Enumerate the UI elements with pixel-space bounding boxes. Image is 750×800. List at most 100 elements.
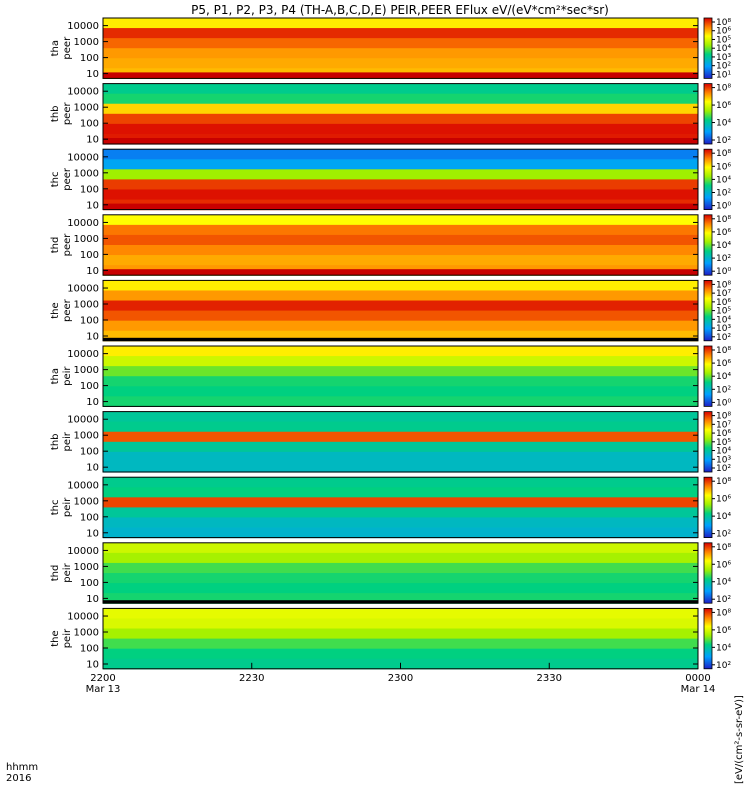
y-tick-label: 10000	[67, 284, 99, 295]
y-tick-label: 10000	[67, 612, 99, 623]
spectrogram-band	[103, 214, 698, 226]
panel-thc-peer: 10000 1000 100 10 thc peer 10⁸ 10⁶ 10⁴ 10² 10⁰	[50, 148, 731, 212]
spectrogram-band	[103, 507, 698, 519]
x-label-hhmm: hhmm	[6, 762, 38, 773]
panel-label: thd	[50, 237, 61, 254]
spectrogram-band	[103, 421, 698, 433]
colorbar-tick-label: 10³	[716, 324, 731, 334]
spectrogram-band	[103, 497, 698, 508]
y-tick-label: 10	[86, 266, 99, 277]
spectrogram-band	[103, 376, 698, 387]
panel-label: the	[50, 630, 61, 646]
colorbar-tick-label: 10⁵	[716, 438, 731, 448]
colorbar-tick-label: 10⁸	[716, 280, 731, 290]
colorbar-tick-label: 10⁸	[716, 346, 731, 356]
panel-frame	[102, 214, 699, 276]
spectrogram-band	[103, 113, 698, 125]
spectrogram-band	[103, 542, 698, 554]
panel-label: the	[50, 302, 61, 318]
y-tick-label: 100	[80, 53, 99, 64]
panel-frame	[102, 476, 699, 539]
colorbar-tick-label: 10³	[716, 455, 731, 465]
y-tick-label: 100	[80, 184, 99, 195]
panel-frame	[102, 345, 699, 407]
y-tick-label: 10	[86, 594, 99, 605]
colorbar-tick-label: 10⁵	[716, 307, 731, 317]
panel-label: tha	[50, 40, 61, 56]
colorbar-tick-label: 10²	[716, 254, 731, 264]
panel-label: peer	[62, 36, 73, 60]
y-tick-label: 1000	[74, 168, 99, 179]
spectrogram-band	[103, 517, 698, 529]
colorbar-tick-label: 10⁷	[716, 420, 731, 430]
panel-thd-peer: 10000 1000 100 10 thd peer 10⁸ 10⁶ 10⁴ 10² 10⁰	[50, 214, 731, 277]
spectrogram-band	[103, 290, 698, 302]
x-tick-label: 0000	[685, 673, 710, 684]
colorbar	[703, 279, 713, 342]
x-tick-date-label: Mar 14	[681, 684, 716, 695]
panel-label: peir	[62, 431, 73, 451]
spectrogram-band	[103, 487, 698, 498]
panel-thb-peer: 10000 1000 100 10 thb peer 10⁸ 10⁶ 10⁴ 10²	[50, 83, 731, 146]
spectrogram-band	[103, 169, 698, 180]
panel-frame	[102, 542, 699, 604]
panel-frame	[102, 148, 699, 211]
y-tick-label: 10000	[67, 546, 99, 557]
spectrogram-band	[103, 280, 698, 292]
colorbar-tick-label: 10⁰	[716, 202, 731, 212]
spectrogram-band	[103, 386, 698, 397]
panel-label: thc	[50, 172, 61, 188]
colorbar-tick-label: 10⁴	[716, 512, 731, 522]
y-tick-label: 100	[80, 119, 99, 130]
colorbar-tick-label: 10⁶	[716, 162, 731, 172]
spectrogram-low-energy-band	[103, 138, 698, 144]
spectrogram-band	[103, 310, 698, 322]
y-tick-label: 10	[86, 528, 99, 539]
y-tick-label: 10	[86, 135, 99, 146]
panel-tha-peer: 10000 1000 100 10 tha peer 10⁸10⁶10⁵10⁴10³10²1…	[50, 17, 731, 80]
spectrogram-band	[103, 58, 698, 69]
colorbar	[703, 83, 713, 145]
spectrogram-low-energy-band	[103, 203, 698, 210]
colorbar-tick-label: 10⁰	[716, 398, 731, 408]
y-tick-label: 100	[80, 250, 99, 261]
panel-label: peir	[62, 366, 73, 386]
spectrogram-band	[103, 638, 698, 650]
spectrogram-band	[103, 366, 698, 377]
x-tick-date-label: Mar 13	[86, 684, 121, 695]
spectrogram-band	[103, 255, 698, 266]
colorbar	[703, 214, 713, 276]
x-tick-label: 2200	[90, 673, 115, 684]
spectrogram-band	[103, 28, 698, 39]
colorbar-tick-label: 10⁶	[716, 429, 731, 439]
spectrogram-band	[103, 411, 698, 423]
colorbar-tick-label: 10²	[716, 661, 731, 671]
panel-frame	[102, 607, 699, 670]
colorbar	[703, 476, 713, 539]
spectrogram-band	[103, 38, 698, 49]
spectrogram-band	[103, 245, 698, 256]
spectrogram-band	[103, 608, 698, 620]
spectrogram-band	[103, 461, 698, 473]
spectrogram-band	[103, 583, 698, 594]
y-tick-label: 1000	[74, 628, 99, 639]
spectrogram-band	[103, 330, 698, 342]
y-tick-label: 1000	[74, 37, 99, 48]
colorbar-tick-label: 10²	[716, 530, 731, 540]
panel-label: peir	[62, 562, 73, 582]
spectrogram-band	[103, 234, 698, 246]
colorbar-tick-label: 10⁶	[716, 228, 731, 238]
y-tick-label: 1000	[74, 496, 99, 507]
spectrogram-band	[103, 562, 698, 574]
y-tick-label: 10	[86, 200, 99, 211]
y-tick-label: 10	[86, 397, 99, 408]
spectrogram-band	[103, 123, 698, 135]
y-tick-label: 1000	[74, 300, 99, 311]
y-tick-label: 10000	[67, 152, 99, 163]
spectrogram-band	[103, 346, 698, 357]
y-tick-label: 10	[86, 659, 99, 670]
spectrogram-band	[103, 48, 698, 59]
panel-label: peer	[62, 298, 73, 322]
